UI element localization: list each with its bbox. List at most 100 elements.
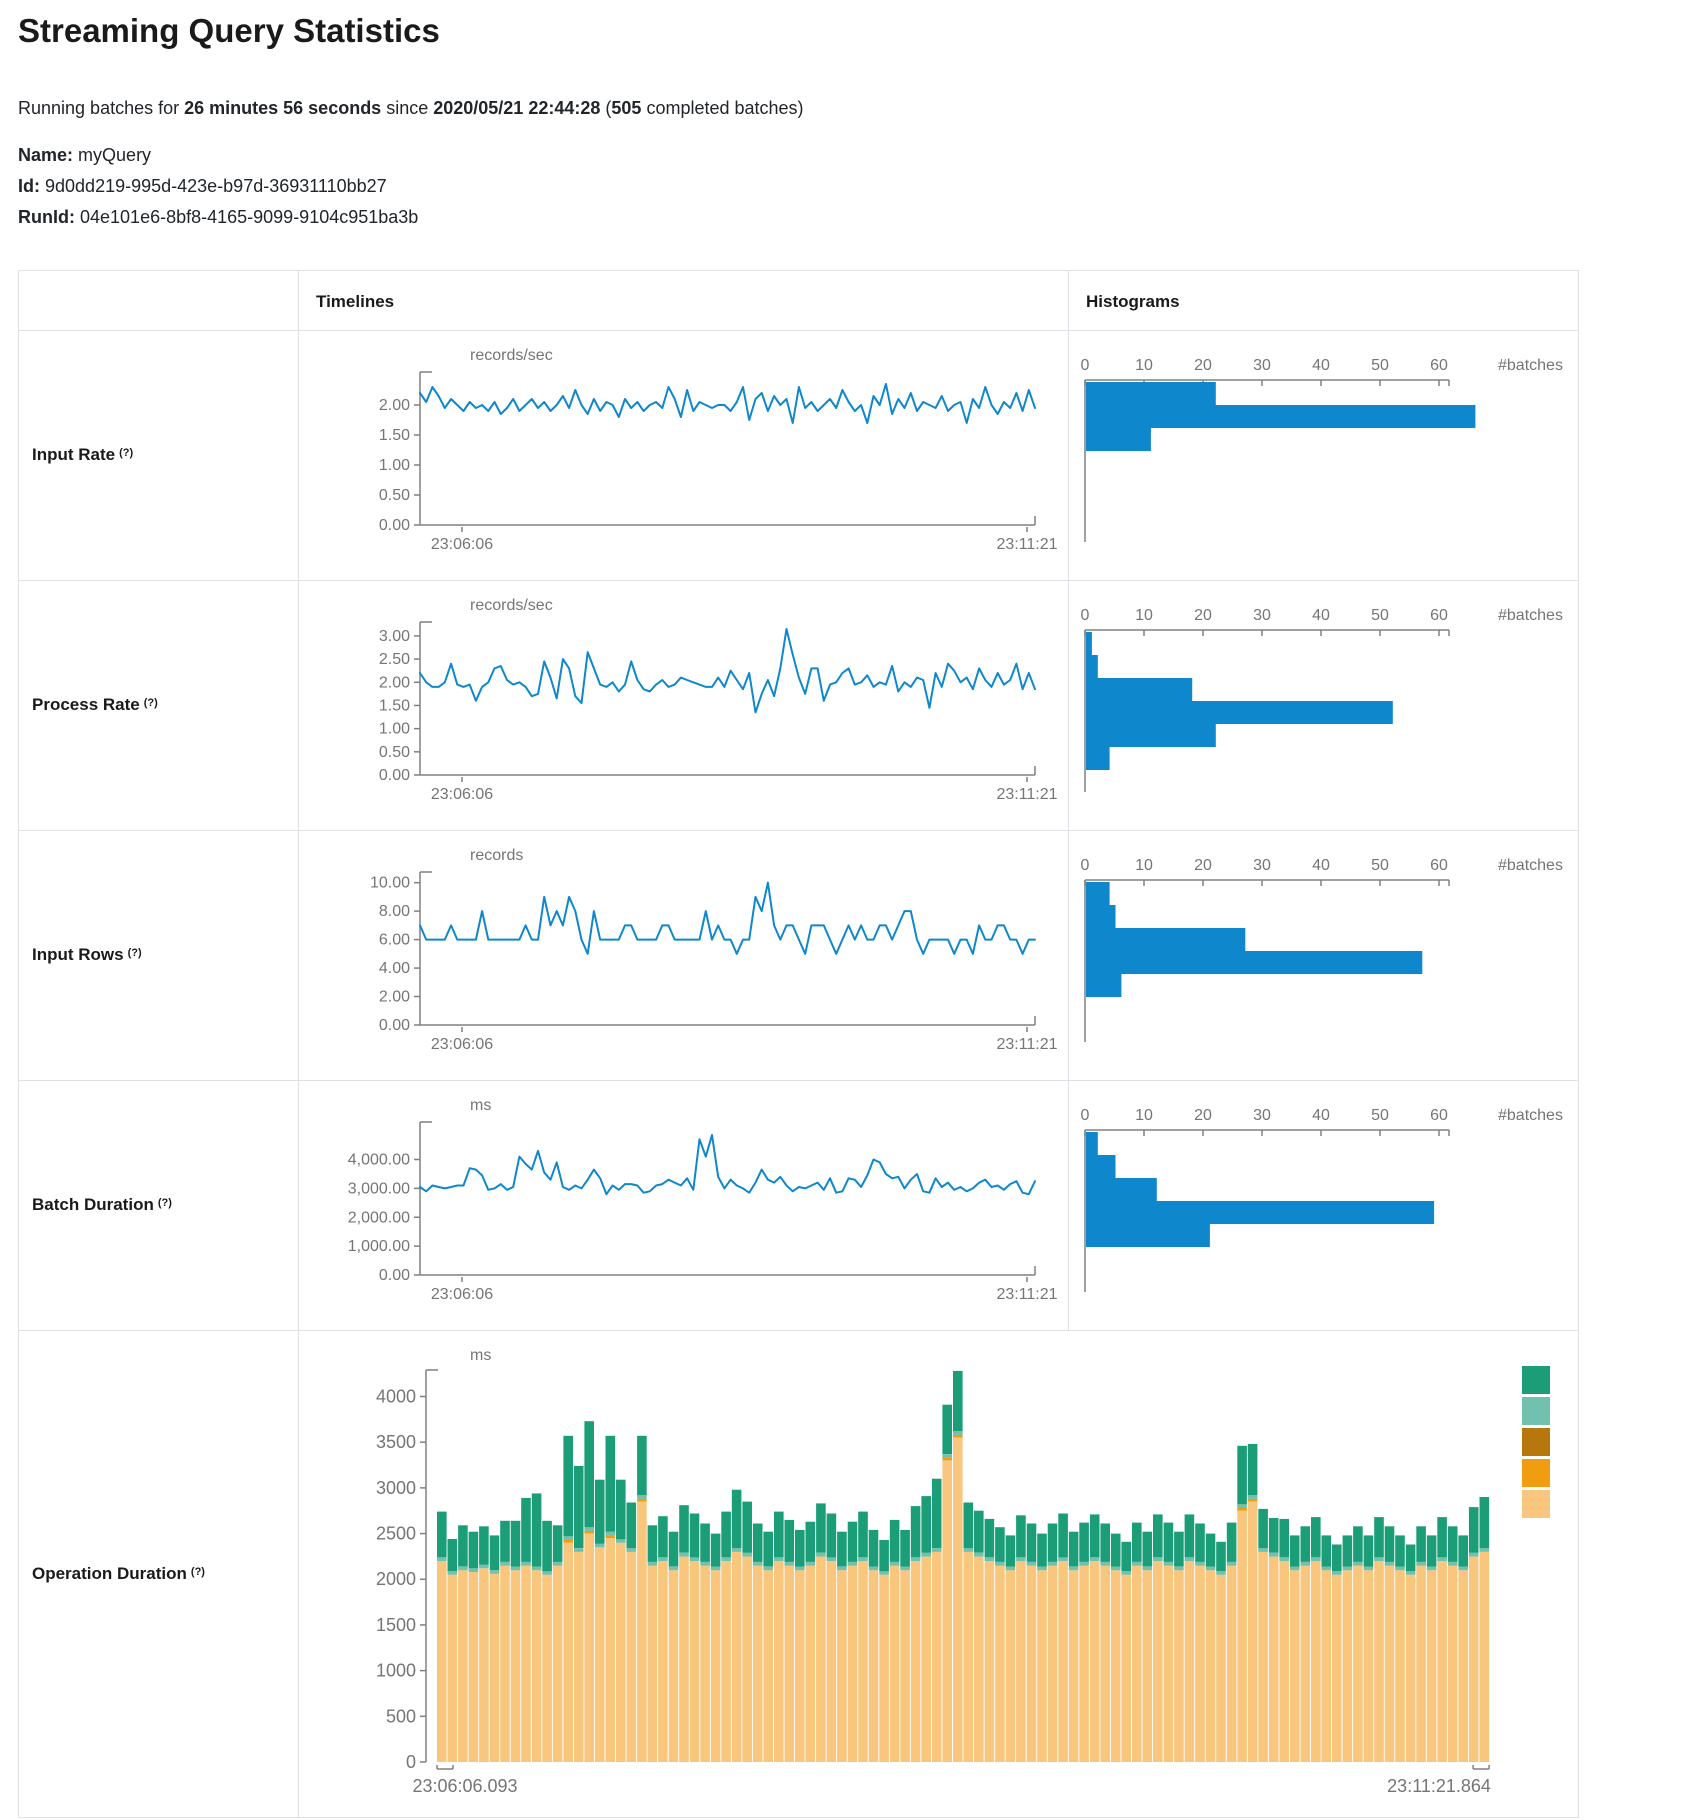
stacked-bar-segment-light-teal-sliver: [752, 1561, 763, 1566]
stacked-bar-segment-bottom-tan: [1247, 1501, 1258, 1762]
help-icon[interactable]: (?): [157, 1197, 172, 1209]
stacked-bar-segment-bottom-tan: [1047, 1565, 1058, 1762]
stacked-bar-segment-light-teal-sliver: [605, 1531, 616, 1536]
stacked-bar-segment-bottom-tan: [1279, 1561, 1289, 1762]
stacked-bar-segment-top-teal: [1300, 1526, 1311, 1562]
timeline-unit-label: ms: [470, 1097, 491, 1114]
stacked-bar-segment-light-teal-sliver: [868, 1566, 879, 1571]
stacked-bar-segment-bottom-tan: [1289, 1570, 1300, 1762]
stacked-bar-segment-top-teal: [647, 1525, 658, 1562]
stacked-bar-segment-light-teal-sliver: [616, 1539, 626, 1543]
stacked-bar-segment-light-teal-sliver: [1047, 1561, 1058, 1566]
hist-tick-label: 40: [1312, 857, 1330, 874]
stacked-bar-segment-light-teal-sliver: [1268, 1552, 1279, 1557]
stacked-bar-segment-top-teal: [731, 1489, 742, 1549]
stacked-bar-segment-light-teal-sliver: [795, 1566, 805, 1571]
stacked-bar-segment-light-teal-sliver: [774, 1557, 784, 1561]
stacked-bar-segment-bottom-tan: [1437, 1561, 1447, 1762]
stacked-bar-segment-light-teal-sliver: [1405, 1571, 1416, 1575]
y-tick-label: 1.50: [379, 427, 410, 444]
stacked-bar-segment-top-teal: [1332, 1544, 1342, 1571]
stacked-bar-segment-light-teal-sliver: [889, 1561, 900, 1566]
column-header-timelines: Timelines: [316, 292, 395, 311]
stacked-bar-segment-orange-sliver: [563, 1540, 573, 1543]
help-icon[interactable]: (?): [190, 1566, 205, 1578]
stacked-bar-segment-light-teal-sliver: [563, 1536, 573, 1540]
paren-open: (: [600, 98, 612, 118]
stacked-bar-segment-light-teal-sliver: [742, 1552, 752, 1557]
help-icon[interactable]: (?): [127, 947, 142, 959]
hist-tick-label: 10: [1135, 357, 1153, 374]
running-duration: 26 minutes 56 seconds: [184, 98, 382, 118]
stacked-bar-segment-light-teal-sliver: [647, 1561, 658, 1566]
stacked-bar-segment-bottom-tan: [1384, 1565, 1395, 1762]
stacked-bar-segment-light-teal-sliver: [1437, 1557, 1447, 1561]
stacked-bar-segment-light-teal-sliver: [1142, 1566, 1153, 1571]
id-value: 9d0dd219-995d-423e-b97d-36931110bb27: [45, 176, 387, 196]
y-tick-label: 4.00: [379, 960, 410, 977]
x-axis-end-label: 23:11:21: [996, 536, 1057, 553]
histogram-bar: [1086, 678, 1193, 701]
stacked-bar-segment-top-teal: [931, 1478, 942, 1549]
timeline-line: [419, 881, 1036, 955]
hist-tick-label: 20: [1194, 1107, 1212, 1124]
stacked-bar-segment-top-teal: [1079, 1522, 1089, 1562]
stacked-bar-segment-light-teal-sliver: [1332, 1571, 1342, 1575]
stacked-bar-segment-light-teal-sliver: [679, 1552, 689, 1557]
help-icon[interactable]: (?): [143, 697, 158, 709]
stacked-bar-segment-bottom-tan: [974, 1556, 984, 1762]
legend-swatch-teal: [1522, 1366, 1550, 1394]
stacked-bar-segment-light-teal-sliver: [1184, 1557, 1195, 1561]
stacked-bar-segment-bottom-tan: [594, 1547, 605, 1762]
stacked-bar-segment-top-teal: [805, 1521, 816, 1562]
stacked-bar-segment-top-teal: [1268, 1518, 1279, 1553]
stacked-bar-segment-light-teal-sliver: [826, 1557, 837, 1561]
stacked-bar-segment-top-teal: [489, 1535, 500, 1571]
y-tick-label: 2000: [376, 1569, 416, 1589]
stacked-bar-segment-top-teal: [1205, 1533, 1216, 1567]
y-tick-label: 3500: [376, 1432, 416, 1452]
stacked-bar-segment-top-teal: [1100, 1523, 1110, 1562]
stacked-bar-segment-orange-sliver: [637, 1498, 647, 1502]
stacked-bar-segment-top-teal: [542, 1520, 552, 1572]
stacked-bar-segment-light-teal-sliver: [1342, 1566, 1353, 1571]
stacked-bar-segment-bottom-tan: [1184, 1561, 1195, 1762]
stacked-bar-segment-top-teal: [1479, 1497, 1490, 1549]
stacked-bar-segment-bottom-tan: [605, 1538, 616, 1762]
stacked-bar-segment-top-teal: [847, 1521, 858, 1562]
x-axis-end-label: 23:11:21: [996, 1036, 1057, 1053]
histogram-bar: [1086, 724, 1216, 747]
stacked-bar-segment-light-teal-sliver: [1068, 1566, 1079, 1571]
help-icon[interactable]: (?): [119, 447, 134, 459]
stacked-bar-segment-light-teal-sliver: [963, 1548, 974, 1552]
timeline-unit-label: ms: [470, 1347, 491, 1364]
histogram-bar: [1086, 655, 1098, 678]
stacked-bar-segment-light-teal-sliver: [521, 1561, 531, 1566]
hist-tick-label: 0: [1081, 357, 1090, 374]
row-divider-2: [18, 830, 1579, 831]
y-tick-label: 8.00: [379, 903, 410, 920]
histogram-bar: [1086, 1132, 1098, 1155]
y-tick-label: 3,000.00: [348, 1180, 410, 1197]
x-axis-start-label: 23:06:06: [431, 1286, 493, 1303]
stacked-bar-segment-bottom-tan: [721, 1561, 731, 1762]
stacked-bar-segment-bottom-tan: [584, 1533, 594, 1762]
hist-tick-label: 30: [1253, 857, 1271, 874]
stacked-bar-segment-top-teal: [1142, 1531, 1153, 1567]
stacked-bar-segment-top-teal: [1216, 1541, 1226, 1571]
hist-tick-label: 40: [1312, 1107, 1330, 1124]
stacked-bar-segment-top-teal: [1437, 1517, 1447, 1558]
stacked-bar-segment-light-teal-sliver: [837, 1566, 847, 1571]
histogram-bar: [1086, 928, 1246, 951]
column-header-histograms: Histograms: [1086, 292, 1180, 311]
stacked-bar-segment-light-teal-sliver: [584, 1527, 594, 1531]
stacked-bar-segment-light-teal-sliver: [1447, 1561, 1458, 1566]
statistics-table: [18, 270, 1579, 1818]
x-axis-end-label: 23:11:21: [996, 1286, 1057, 1303]
hist-tick-label: 20: [1194, 357, 1212, 374]
stacked-bar-segment-top-teal: [616, 1479, 626, 1540]
stacked-bar-segment-bottom-tan: [1342, 1570, 1353, 1762]
running-prefix: Running batches for: [18, 98, 185, 118]
stacked-bar-segment-top-teal: [752, 1523, 763, 1562]
stacked-bar-segment-bottom-tan: [1405, 1574, 1416, 1762]
